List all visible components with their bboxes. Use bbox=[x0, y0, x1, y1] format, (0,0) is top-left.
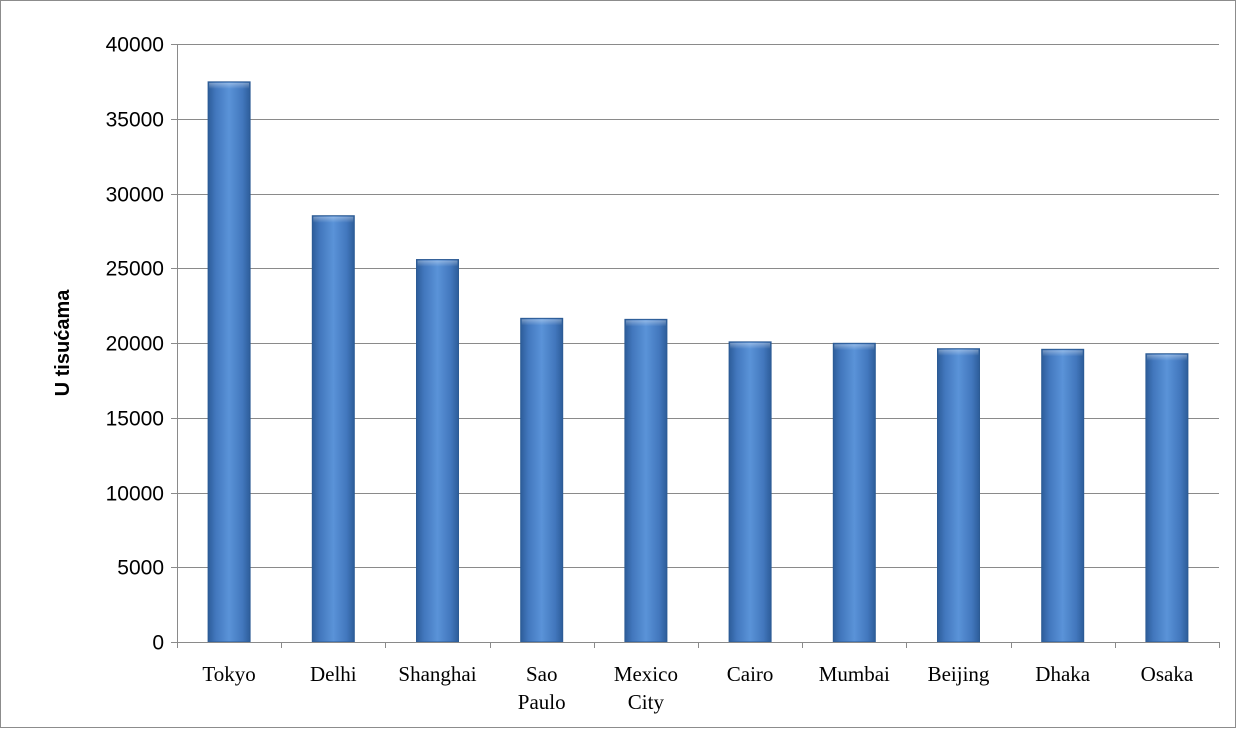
bar-mumbai bbox=[832, 342, 876, 643]
bar bbox=[832, 342, 876, 643]
bar-delhi bbox=[311, 215, 355, 643]
bar-highlight bbox=[1146, 354, 1187, 361]
bar bbox=[937, 348, 980, 643]
bar-highlight bbox=[1042, 350, 1083, 357]
bar bbox=[728, 341, 772, 643]
bar-highlight bbox=[938, 349, 979, 356]
x-tick-label: Sao bbox=[526, 662, 558, 686]
bar bbox=[520, 317, 564, 643]
x-tick-label: Dhaka bbox=[1035, 662, 1090, 686]
bar-cairo bbox=[728, 341, 772, 643]
bar-dhaka bbox=[1041, 348, 1085, 643]
x-tick-label: Mexico bbox=[614, 662, 678, 686]
y-tick-label: 20000 bbox=[106, 333, 164, 356]
bar-highlight bbox=[521, 319, 562, 326]
x-tick-label: Osaka bbox=[1141, 662, 1194, 686]
y-axis-title: U tisućama bbox=[52, 289, 74, 397]
x-tick-label: Tokyo bbox=[202, 662, 255, 686]
bar-highlight bbox=[625, 320, 666, 327]
bar-highlight bbox=[730, 342, 771, 349]
bar bbox=[1145, 353, 1189, 643]
bar-highlight bbox=[313, 216, 354, 223]
bar-sao-paulo bbox=[520, 317, 564, 643]
bar-highlight bbox=[834, 344, 875, 351]
axes bbox=[171, 44, 1220, 648]
bar-mexico-city bbox=[624, 318, 668, 643]
x-tick-label: Shanghai bbox=[398, 662, 476, 686]
bar-highlight bbox=[209, 82, 250, 89]
y-tick-label: 5000 bbox=[117, 557, 164, 580]
x-tick-label: Beijing bbox=[928, 662, 990, 686]
y-tick-label: 15000 bbox=[106, 408, 164, 431]
x-tick-label: Paulo bbox=[518, 690, 566, 714]
y-tick-label: 0 bbox=[152, 632, 164, 655]
bar bbox=[416, 259, 459, 643]
bar-tokyo bbox=[207, 81, 251, 643]
bar-beijing bbox=[937, 348, 980, 643]
tick-labels: 0 5000 10000 15000 20000 25000 30000 35000 40000… bbox=[106, 34, 1194, 715]
y-tick-label: 25000 bbox=[106, 258, 164, 281]
bar-osaka bbox=[1145, 353, 1189, 643]
y-tick-label: 10000 bbox=[106, 483, 164, 506]
x-tick-label: Mumbai bbox=[819, 662, 890, 686]
bar bbox=[624, 318, 668, 643]
bar-shanghai bbox=[416, 259, 459, 643]
x-tick-label: Delhi bbox=[310, 662, 357, 686]
x-tick-label: Cairo bbox=[727, 662, 774, 686]
bars bbox=[207, 81, 1189, 643]
bar bbox=[1041, 348, 1085, 643]
y-tick-label: 35000 bbox=[106, 109, 164, 132]
y-tick-label: 40000 bbox=[106, 34, 164, 57]
bar-highlight bbox=[417, 260, 458, 267]
x-tick-label: City bbox=[628, 690, 665, 714]
bar bbox=[207, 81, 251, 643]
bar bbox=[311, 215, 355, 643]
y-tick-label: 30000 bbox=[106, 184, 164, 207]
